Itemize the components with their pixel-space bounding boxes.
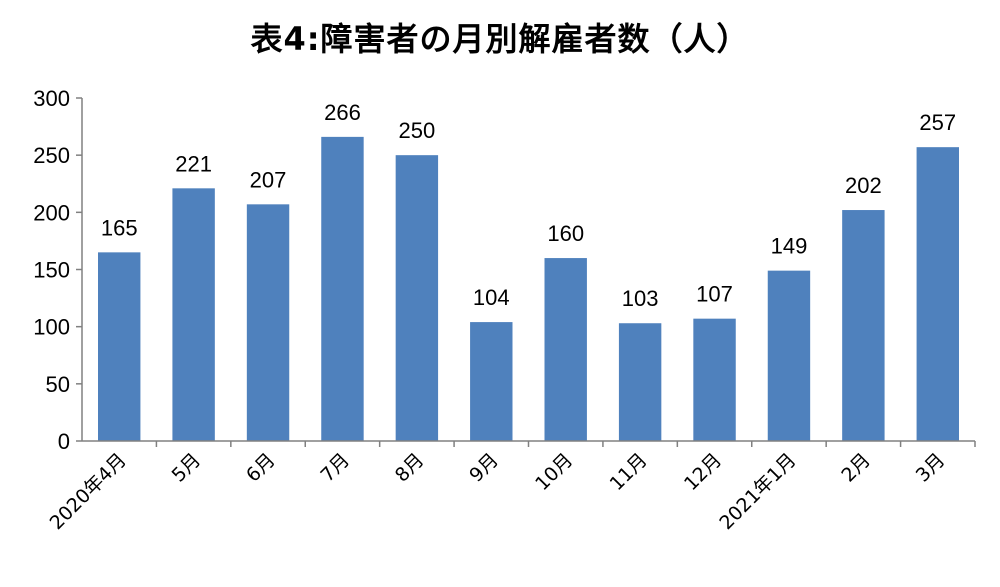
x-tick-label: 10月 [531,449,577,495]
bar [321,136,364,441]
bar [842,210,885,441]
data-label: 165 [101,215,138,240]
x-tick-label: 2021年1月 [715,449,800,534]
y-tick-label: 200 [33,200,70,225]
data-label: 104 [473,285,510,310]
y-tick-label: 250 [33,143,70,168]
x-tick-label: 2月 [837,449,875,487]
x-tick-label: 11月 [606,449,652,495]
bar [470,322,513,441]
x-tick-label: 7月 [316,449,354,487]
data-label: 221 [175,151,212,176]
data-label: 266 [324,100,361,125]
x-tick-label: 3月 [912,449,950,487]
bar [172,188,215,441]
x-tick-label: 8月 [391,449,429,487]
data-label: 149 [771,234,808,259]
y-tick-label: 50 [46,372,70,397]
x-tick-label: 2020年4月 [46,449,131,534]
bar [767,270,811,441]
y-tick-label: 150 [33,258,70,283]
bar [693,318,736,441]
data-label: 160 [547,221,584,246]
data-label: 257 [919,110,956,135]
bar [544,258,587,441]
y-axis: 0 50 100 150 200 250 300 [33,86,83,454]
bar [97,252,141,441]
chart-title: 表4:障害者の月別解雇者数（人） [250,20,750,58]
data-label: 107 [696,282,733,307]
x-tick-label: 5月 [168,449,206,487]
y-tick-label: 300 [33,86,70,111]
bars [97,136,960,441]
bar [916,147,960,441]
data-label: 207 [250,167,287,192]
data-label: 103 [622,286,659,311]
data-label: 202 [845,173,882,198]
x-tick-label: 12月 [680,449,726,495]
bar [246,204,290,441]
data-label: 250 [399,118,436,143]
y-tick-label: 0 [58,429,70,454]
x-tick-label: 6月 [242,449,280,487]
bar [395,155,439,441]
y-tick-label: 100 [33,315,70,340]
data-labels: 165 221 207 266 250 104 160 103 107 149 202 257 [101,100,956,311]
x-tick-label: 9月 [465,449,503,487]
bar [618,323,662,441]
